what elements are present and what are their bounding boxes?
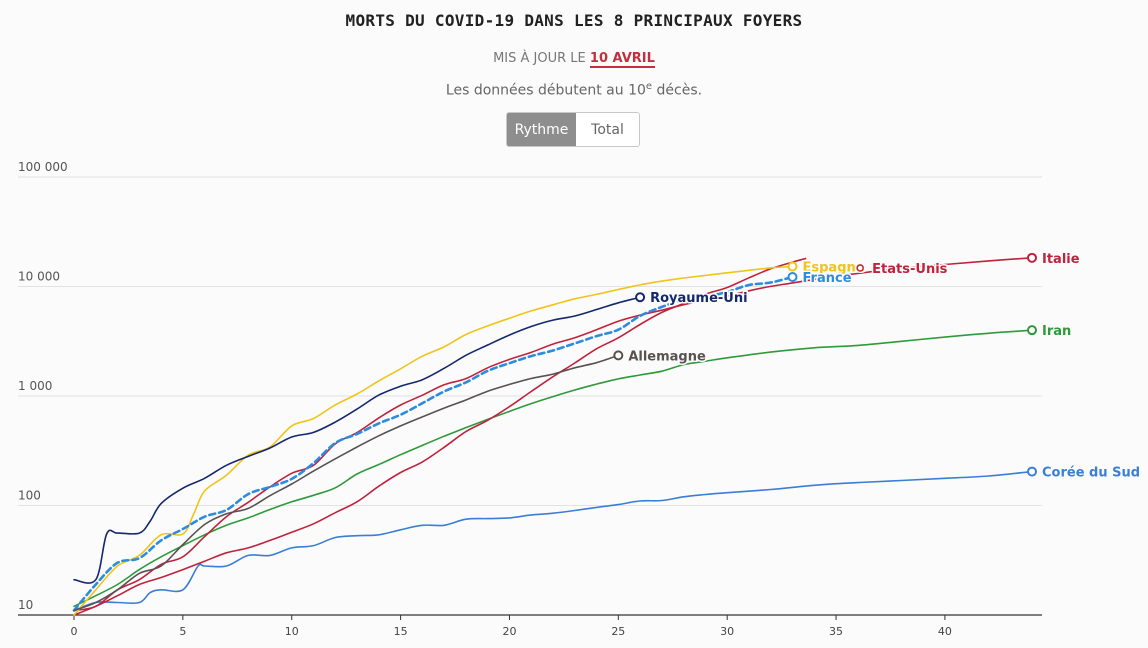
series-label-allemagne: Allemagne [628, 349, 706, 364]
y-tick-label: 100 000 [18, 160, 68, 174]
series-label-espagne: Espagne [803, 260, 865, 275]
series-label-italie: Italie [1042, 252, 1080, 267]
series-end-marker [613, 350, 624, 361]
view-toggle: Rythme Total [506, 112, 640, 147]
x-tick-label: 25 [611, 625, 625, 638]
series-label-iran: Iran [1042, 324, 1071, 339]
x-tick-label: 20 [502, 625, 516, 638]
data-note: Les données débutent au 10e décès. [0, 81, 1148, 99]
series-end-marker [787, 261, 798, 272]
x-tick-label: 0 [71, 625, 78, 638]
y-tick-label: 10 [18, 598, 33, 612]
chart-title: MORTS DU COVID-19 DANS LES 8 PRINCIPAUX … [345, 11, 803, 30]
series-line-royaume-uni [73, 296, 641, 584]
series-end-marker [1027, 252, 1037, 263]
y-tick-label: 100 [18, 489, 41, 503]
series-end-marker [856, 264, 864, 272]
series-line-iran [73, 329, 1033, 608]
update-line: MIS À JOUR LE 10 AVRIL [0, 51, 1148, 68]
series-end-marker [1027, 466, 1037, 477]
series-line-france [72, 275, 794, 612]
series-label-royaume-uni: Royaume-Uni [650, 291, 747, 306]
x-tick-label: 35 [829, 625, 843, 638]
series-line-italie [73, 257, 1033, 612]
series-end-marker [1027, 325, 1037, 336]
y-tick-label: 1 000 [18, 379, 52, 393]
y-tick-label: 10 000 [18, 270, 60, 284]
note-superscript: e [645, 81, 653, 92]
note-text-end: décès. [652, 82, 703, 99]
series-line-etats-unis [73, 257, 807, 616]
x-tick-label: 30 [720, 625, 734, 638]
series-label-etats-unis: Etats-Unis [872, 262, 947, 277]
x-tick-label: 5 [179, 625, 186, 638]
series-line-allemagne [73, 354, 620, 612]
series-end-marker [635, 292, 646, 303]
update-prefix: MIS À JOUR LE [493, 51, 586, 66]
toggle-rythme-button[interactable]: Rythme [507, 113, 576, 146]
series-label-coree-du-sud: Corée du Sud [1042, 466, 1140, 481]
update-date[interactable]: 10 AVRIL [589, 51, 655, 68]
x-tick-label: 15 [394, 625, 408, 638]
series-label-france: France [803, 271, 852, 286]
x-tick-label: 40 [938, 625, 952, 638]
toggle-total-button[interactable]: Total [576, 113, 639, 146]
series-line-coree-du-sud [73, 470, 1033, 612]
series-line-espagne [73, 265, 794, 616]
series-end-marker [787, 272, 798, 283]
note-text: Les données débutent au 10 [445, 82, 646, 99]
x-tick-label: 10 [285, 625, 299, 638]
